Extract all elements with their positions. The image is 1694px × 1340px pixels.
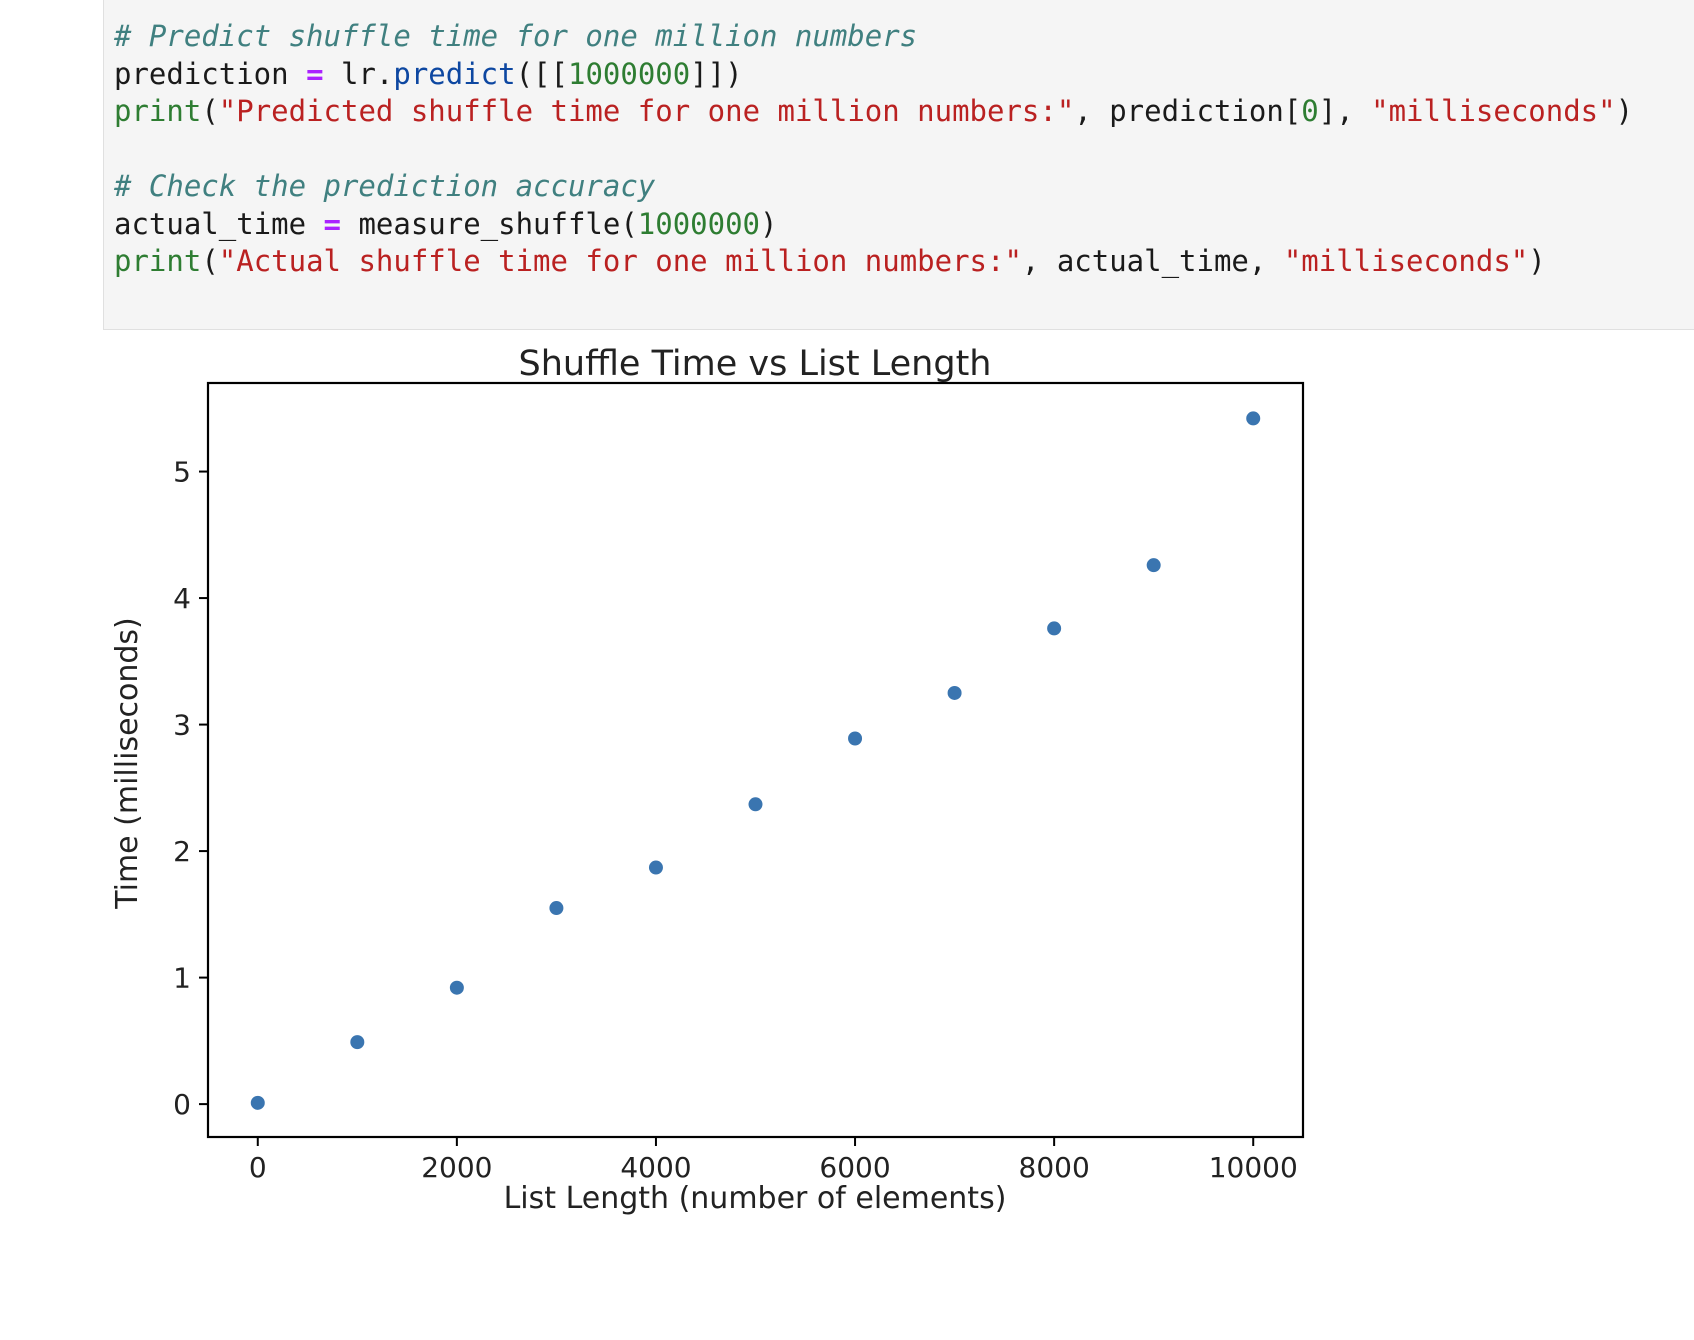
scatter-point xyxy=(647,859,664,876)
scatter-point xyxy=(1245,410,1262,427)
code-token: ], xyxy=(1318,94,1372,128)
y-tick-label: 4 xyxy=(173,582,191,615)
code-editor[interactable]: # Predict shuffle time for one million n… xyxy=(114,18,1633,281)
scatter-point xyxy=(349,1034,366,1051)
scatter-point xyxy=(249,1094,266,1111)
y-tick-label: 0 xyxy=(173,1088,191,1121)
y-tick-label: 2 xyxy=(173,835,191,868)
scatter-point xyxy=(448,979,465,996)
code-token: , prediction[ xyxy=(1074,94,1302,128)
x-axis-label: List Length (number of elements) xyxy=(504,1181,1007,1216)
code-token: ( xyxy=(201,94,219,128)
code-token: print xyxy=(114,94,202,128)
code-token: , actual_time, xyxy=(1021,244,1284,278)
x-tick-label: 6000 xyxy=(819,1151,890,1184)
code-token: = xyxy=(306,56,324,91)
code-token: = xyxy=(323,206,341,241)
code-token: 0 xyxy=(1301,94,1319,128)
code-token: "Predicted shuffle time for one million … xyxy=(218,94,1075,128)
code-token: actual_time xyxy=(114,206,324,241)
data-points xyxy=(249,410,1262,1111)
code-line: actual_time = measure_shuffle(1000000) xyxy=(114,206,1633,244)
y-tick-label: 1 xyxy=(173,962,191,995)
code-cell[interactable]: # Predict shuffle time for one million n… xyxy=(103,0,1694,330)
cell-output-plot: Shuffle Time vs List Length 0 2000 4000 600… xyxy=(103,340,1353,1336)
y-tick-label: 5 xyxy=(173,456,191,489)
code-line: print("Predicted shuffle time for one mi… xyxy=(114,93,1633,131)
x-tick-label: 8000 xyxy=(1019,1151,1090,1184)
code-token: # Predict shuffle time for one million n… xyxy=(114,19,918,53)
scatter-point xyxy=(548,900,565,917)
code-token: lr. xyxy=(323,56,394,91)
y-tick-label: 3 xyxy=(173,709,191,742)
x-tick-label: 2000 xyxy=(421,1151,492,1184)
code-token: predict xyxy=(393,56,516,91)
code-token: ) xyxy=(1528,244,1546,278)
code-line: prediction = lr.predict([[1000000]]) xyxy=(114,56,1633,94)
code-line: # Check the prediction accuracy xyxy=(114,168,1633,206)
scatter-point xyxy=(1046,620,1063,637)
chart-title: Shuffle Time vs List Length xyxy=(519,344,992,384)
code-token: ) xyxy=(1615,94,1634,128)
code-token: prediction xyxy=(114,56,307,91)
code-token: ) xyxy=(760,206,778,241)
code-line: # Predict shuffle time for one million n… xyxy=(114,18,1633,56)
code-token: "Actual shuffle time for one million num… xyxy=(218,244,1022,278)
code-token: measure_shuffle( xyxy=(340,206,638,241)
scatter-point xyxy=(1145,557,1162,574)
code-token: print xyxy=(114,244,202,278)
code-line xyxy=(114,131,1633,169)
scatter-point xyxy=(946,684,963,701)
x-axis-ticks: 0 2000 4000 6000 8000 10000 xyxy=(249,1137,1298,1184)
code-token: ([[ xyxy=(515,56,568,91)
code-token: ( xyxy=(201,244,219,278)
plot-area-frame xyxy=(206,381,1305,1139)
scatter-point xyxy=(847,730,864,747)
x-tick-label: 4000 xyxy=(620,1151,691,1184)
x-tick-label: 0 xyxy=(249,1151,267,1184)
code-line: print("Actual shuffle time for one milli… xyxy=(114,243,1633,281)
x-tick-label: 10000 xyxy=(1209,1151,1298,1184)
code-token: # Check the prediction accuracy xyxy=(114,169,656,203)
code-token: 1000000 xyxy=(637,206,761,241)
code-token: 1000000 xyxy=(567,56,691,91)
code-token: "milliseconds" xyxy=(1371,94,1616,128)
code-token: "milliseconds" xyxy=(1283,244,1529,278)
y-axis-ticks: 0 1 2 3 4 5 xyxy=(173,456,208,1121)
y-axis-label: Time (milliseconds) xyxy=(110,617,145,910)
scatter-chart: Shuffle Time vs List Length 0 2000 4000 600… xyxy=(110,344,1305,1216)
code-token: ]]) xyxy=(690,56,743,91)
scatter-point xyxy=(747,796,764,813)
